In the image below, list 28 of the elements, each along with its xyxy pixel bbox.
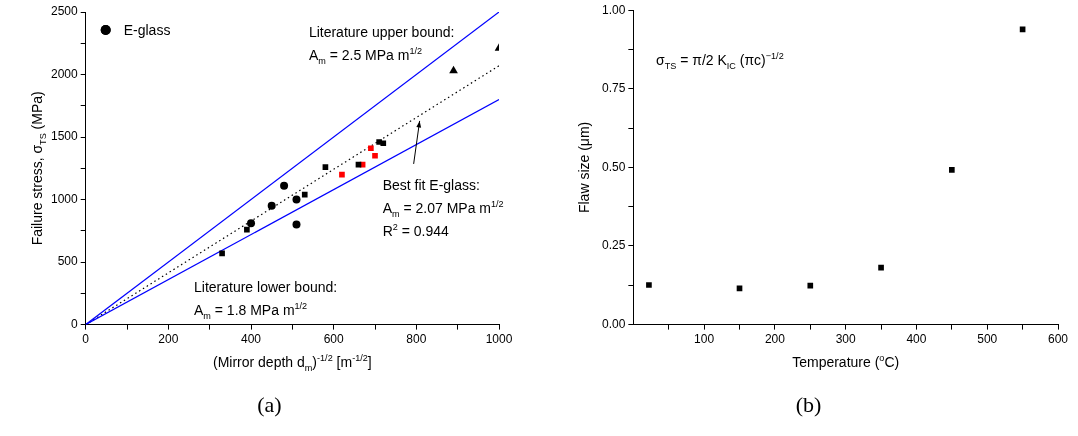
x-tick-label: 1000 [485, 332, 513, 347]
y-tick-label: 500 [57, 254, 79, 269]
x-tick-label: 600 [1047, 332, 1069, 347]
y-tick-label: 1.00 [602, 2, 626, 17]
x-tick-label: 200 [158, 332, 179, 347]
y-tick-label: 0.25 [602, 238, 626, 253]
y-tick-label: 2000 [50, 66, 79, 81]
y-axis-title: Flaw size (μm) [576, 121, 593, 214]
y-tick-label: 1500 [50, 129, 79, 144]
x-tick-label: 200 [764, 332, 786, 347]
x-tick-label: 600 [323, 332, 345, 347]
x-tick-label: 400 [906, 332, 927, 347]
y-tick-label: 1000 [50, 191, 79, 206]
text: (b) [794, 392, 823, 418]
y-tick-label: 2500 [50, 4, 79, 19]
x-tick-label: 800 [406, 332, 427, 347]
y-tick-label: 0 [71, 316, 79, 331]
x-tick-label: 400 [241, 332, 262, 347]
x-tick-label: 500 [977, 332, 998, 347]
x-tick-label: 100 [694, 332, 715, 347]
x-tick-label: 0 [82, 332, 90, 347]
y-tick-label: 0.75 [602, 81, 626, 96]
y-tick-label: 0.00 [602, 316, 626, 331]
text: (a) [256, 392, 283, 418]
x-tick-label: 300 [835, 332, 857, 347]
y-tick-label: 0.50 [602, 159, 626, 174]
legend-label: E-glass [123, 22, 171, 38]
y-axis-title: Failure stress, σTS (MPa) [28, 91, 48, 246]
